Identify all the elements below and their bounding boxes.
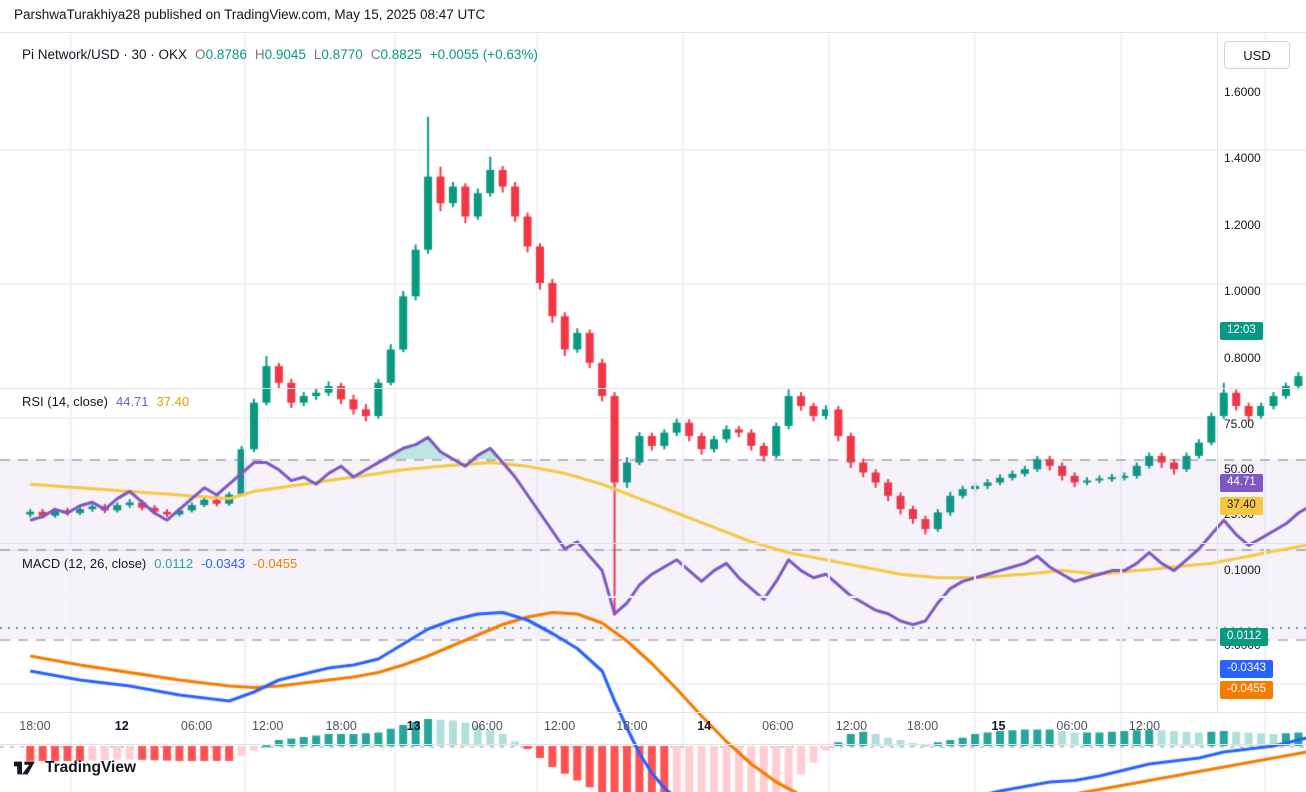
time-axis-label: 18:00: [325, 719, 357, 733]
ohlc-high: H0.9045: [254, 47, 306, 62]
macd-line-badge: -0.0343: [1220, 660, 1274, 678]
time-axis-label: 18:00: [616, 719, 648, 733]
price-scale-label: 1.0000: [1224, 284, 1261, 298]
time-axis-separator: [0, 712, 1306, 713]
time-axis-label: 12: [114, 719, 129, 733]
rsi-macd-separator[interactable]: [0, 543, 1306, 544]
time-axis-label: 06:00: [471, 719, 503, 733]
chart-top-border: [0, 32, 1306, 33]
macd-panel-canvas[interactable]: [0, 544, 1306, 792]
time-axis-label: 18:00: [19, 719, 51, 733]
price-scale-label: 0.1000: [1224, 563, 1261, 577]
macd-legend-label[interactable]: MACD (12, 26, close): [22, 556, 147, 571]
macd-hist-badge: 0.0112: [1220, 628, 1269, 646]
symbol-title[interactable]: Pi Network/USD · 30 · OKX: [22, 47, 188, 62]
rsi-ma-value: 37.40: [156, 394, 190, 409]
price-scale-label: 1.2000: [1224, 217, 1261, 232]
brand-text: TradingView: [45, 759, 137, 776]
time-axis-label: 06:00: [762, 719, 794, 733]
tradingview-logo-icon: [14, 761, 35, 775]
macd-line-value: -0.0343: [201, 556, 246, 571]
price-scale-label: 50.00: [1224, 462, 1255, 476]
macd-signal-value: -0.0455: [253, 556, 298, 571]
rsi-value: 44.71: [115, 394, 149, 409]
time-axis-label: 06:00: [1056, 719, 1088, 733]
rsi-legend-label[interactable]: RSI (14, close): [22, 394, 108, 409]
time-axis-label: 18:00: [906, 719, 939, 733]
ohlc-low: L0.8770: [313, 47, 363, 62]
rsi-ma-badge: 37.40: [1220, 497, 1263, 515]
time-axis-label: 12:00: [252, 719, 284, 733]
chart-bottom-border: [0, 744, 1306, 745]
macd-hist-value: 0.0112: [154, 556, 194, 571]
price-scale-label: 0.8000: [1224, 350, 1261, 365]
time-axis-label: 15: [991, 719, 1006, 733]
time-axis-label: 12:00: [835, 719, 868, 733]
rsi-badge: 44.71: [1220, 474, 1263, 492]
symbol-legend[interactable]: Pi Network/USD · 30 · OKX O0.8786 H0.904…: [22, 47, 538, 62]
price-change: +0.0055 (+0.63%): [429, 47, 538, 62]
time-axis-label: 14: [697, 719, 712, 733]
price-scale-label: 1.4000: [1224, 151, 1261, 165]
currency-button[interactable]: USD: [1224, 41, 1290, 69]
price-rsi-separator[interactable]: [0, 388, 1306, 389]
time-axis-label: 12:00: [543, 719, 576, 733]
price-scale-label: 75.00: [1224, 417, 1255, 431]
price-scale-label: 1.6000: [1224, 84, 1261, 99]
countdown-badge: 12:03: [1220, 322, 1263, 340]
ohlc-open: O0.8786: [195, 47, 247, 62]
macd-legend[interactable]: MACD (12, 26, close) 0.0112 -0.0343 -0.0…: [22, 556, 297, 571]
tradingview-logo[interactable]: TradingView: [14, 758, 136, 778]
published-line: ParshwaTurakhiya28 published on TradingV…: [14, 7, 486, 22]
time-axis-label: 12:00: [1128, 719, 1161, 733]
price-axis-border: [1217, 33, 1218, 712]
time-axis-label: 13: [406, 719, 421, 733]
time-axis-label: 06:00: [180, 719, 213, 733]
macd-signal-badge: -0.0455: [1220, 681, 1274, 699]
ohlc-close: C0.8825: [370, 47, 422, 62]
rsi-legend[interactable]: RSI (14, close) 44.71 37.40: [22, 394, 189, 409]
